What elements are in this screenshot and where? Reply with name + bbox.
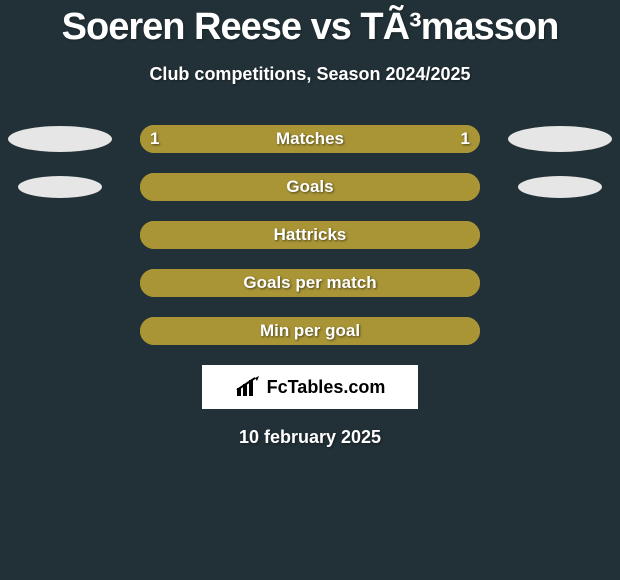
page-title: Soeren Reese vs TÃ³masson [0,0,620,46]
subtitle: Club competitions, Season 2024/2025 [0,64,620,85]
logo-box: FcTables.com [202,365,418,409]
stat-row: Goals per match [0,269,620,297]
logo-text: FcTables.com [267,377,386,398]
bar-label: Hattricks [140,221,480,249]
value-left: 1 [150,125,159,153]
bar-label: Goals [140,173,480,201]
stat-rows: Matches1 1 Goals Hattricks Goals per match Mi… [0,125,620,345]
stat-row: Matches1 1 [0,125,620,153]
bar-label: Goals per match [140,269,480,297]
stat-row: Goals [0,173,620,201]
bubble-right [518,176,602,198]
chart-icon [235,376,261,398]
bar-label: Min per goal [140,317,480,345]
value-right: 1 [461,125,470,153]
stat-row: Hattricks [0,221,620,249]
bubble-left [18,176,102,198]
bar-label: Matches [140,125,480,153]
bubble-left [8,126,112,152]
date-text: 10 february 2025 [0,427,620,448]
bubble-right [508,126,612,152]
stat-row: Min per goal [0,317,620,345]
